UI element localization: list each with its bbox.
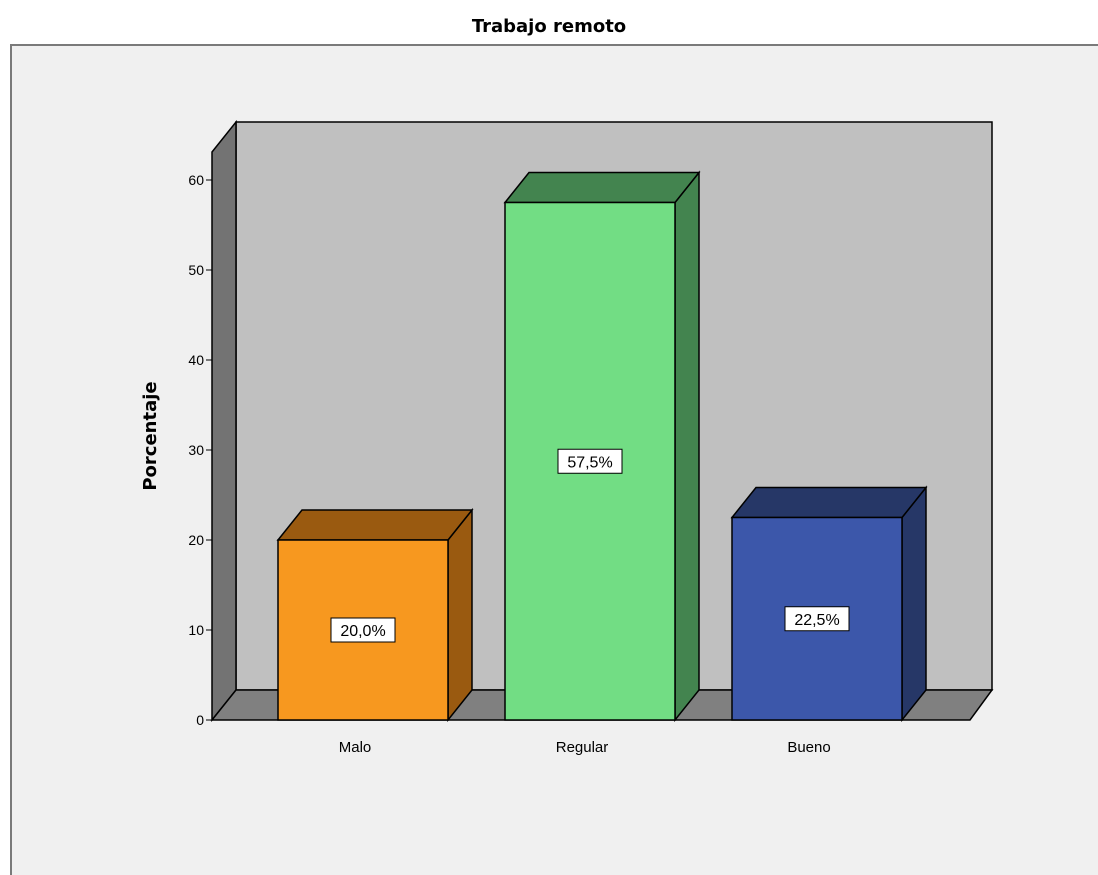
bar-malo: [276, 507, 474, 723]
y-tick-label: 0: [196, 712, 204, 728]
y-tick-label: 40: [188, 352, 204, 368]
chart-title: Trabajo remoto: [471, 16, 627, 37]
labels: 20,0% Malo 57,5% Regular 22,5% Bueno: [330, 448, 850, 756]
y-axis: 0 10 20 30 40 50 60: [188, 152, 213, 728]
x-tick-label: Malo: [339, 739, 372, 756]
value-label-box: [330, 617, 396, 643]
bar-side: [447, 507, 473, 723]
y-tick-label: 10: [188, 622, 204, 638]
bar-top: [276, 509, 474, 541]
value-label: 20,0%: [340, 623, 385, 640]
x-tick-label: Bueno: [787, 739, 830, 756]
y-axis-label: Porcentaje: [140, 381, 161, 490]
bar-regular: [503, 170, 701, 723]
bar-bueno: [730, 485, 928, 723]
bar-top: [503, 171, 701, 204]
y-tick-label: 20: [188, 532, 204, 548]
bar-side: [901, 485, 927, 723]
value-label: 57,5%: [567, 454, 612, 471]
y-tick-label: 30: [188, 442, 204, 458]
y-tick-label: 60: [188, 172, 204, 188]
value-label-box: [557, 448, 623, 474]
bar-side: [674, 170, 700, 723]
bar-top: [730, 486, 928, 519]
side-wall: [211, 119, 237, 723]
value-label-box: [784, 606, 850, 632]
value-label: 22,5%: [794, 612, 839, 629]
y-tick-label: 50: [188, 262, 204, 278]
x-tick-label: Regular: [556, 739, 609, 756]
